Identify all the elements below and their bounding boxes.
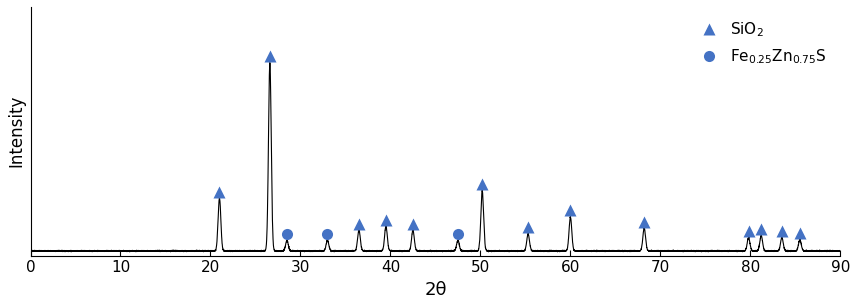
- Legend: SiO$_2$, Fe$_{0.25}$Zn$_{0.75}$S: SiO$_2$, Fe$_{0.25}$Zn$_{0.75}$S: [687, 15, 833, 72]
- Y-axis label: Intensity: Intensity: [7, 95, 25, 167]
- X-axis label: 2θ: 2θ: [424, 281, 446, 299]
